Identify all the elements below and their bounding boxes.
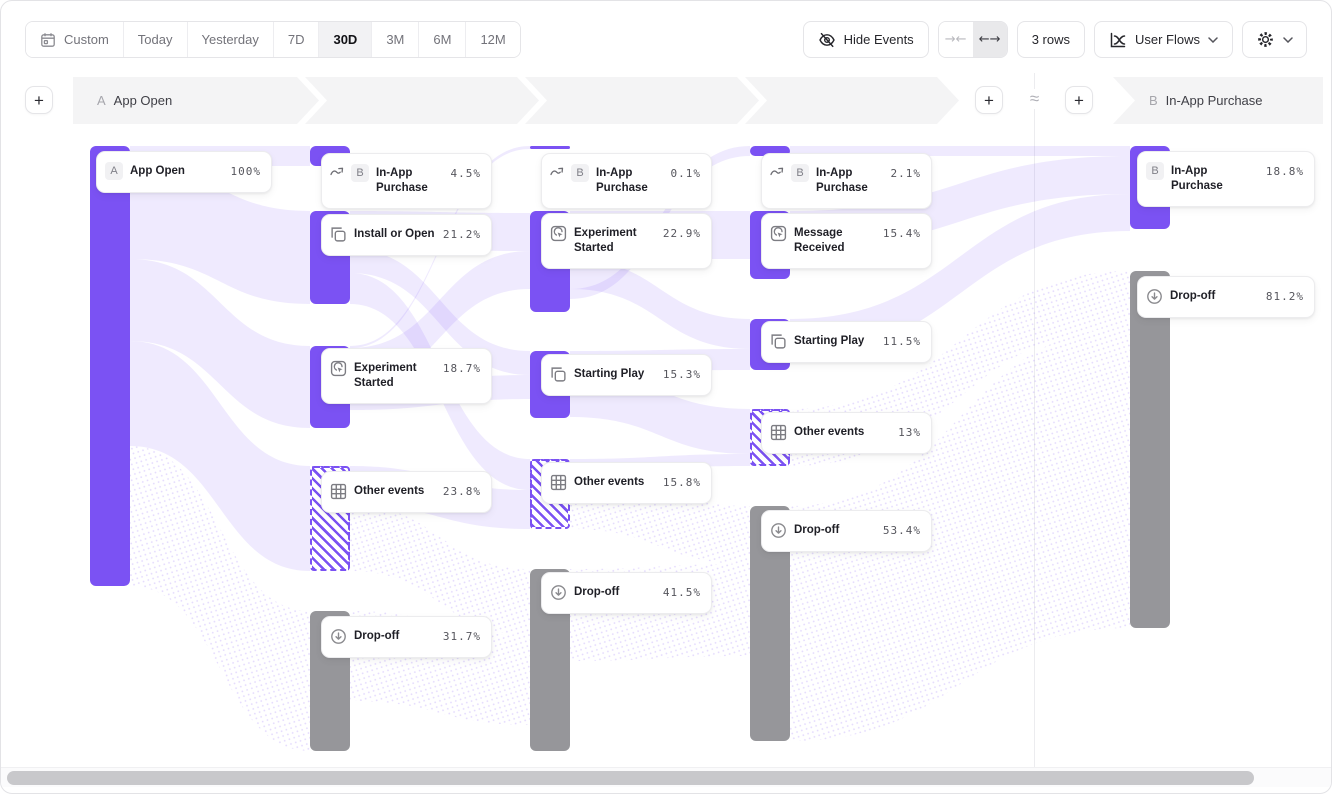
flow-column-band-3	[525, 77, 759, 124]
date-range-label: 30D	[333, 32, 358, 47]
date-range-label: Custom	[64, 32, 109, 47]
eye-off-icon	[818, 31, 836, 49]
flow-column-band-2	[305, 77, 539, 124]
date-range-label: 7D	[287, 32, 305, 47]
end-event-prefix: B	[1149, 93, 1158, 108]
rows-button[interactable]: 3 rows	[1016, 21, 1085, 58]
add-middle-column-button[interactable]: +	[975, 86, 1003, 114]
date-range-12m[interactable]: 12M	[466, 22, 520, 57]
chevron-down-icon	[1283, 36, 1293, 43]
date-range-30d[interactable]: 30D	[319, 22, 373, 57]
add-start-event-button[interactable]: +	[25, 86, 53, 114]
add-end-column-button[interactable]: +	[1065, 86, 1093, 114]
flow-column-band-end[interactable]: B In-App Purchase	[1113, 77, 1323, 124]
rows-label: 3 rows	[1031, 32, 1070, 47]
hide-events-label: Hide Events	[843, 32, 914, 47]
date-range-label: 3M	[386, 32, 405, 47]
chevron-down-icon	[1208, 36, 1218, 43]
date-range-label: Today	[137, 32, 173, 47]
date-range-label: 6M	[433, 32, 452, 47]
horizontal-scrollbar-track[interactable]	[1, 767, 1331, 787]
gear-icon	[1256, 30, 1275, 49]
date-range-3m[interactable]: 3M	[372, 22, 420, 57]
view-selector-button[interactable]: User Flows	[1093, 21, 1233, 58]
date-range-yesterday[interactable]: Yesterday	[187, 22, 274, 57]
horizontal-scrollbar-thumb[interactable]	[7, 771, 1254, 785]
start-event-label: App Open	[113, 93, 173, 108]
flow-column-band-4	[745, 77, 959, 124]
date-range-selector: Custom Today Yesterday 7D 30D 3M 6M 12M	[25, 21, 521, 58]
hide-events-button[interactable]: Hide Events	[802, 21, 929, 58]
collapse-columns-button[interactable]: →←	[938, 22, 973, 57]
date-range-custom[interactable]: Custom	[26, 22, 124, 57]
date-range-6m[interactable]: 6M	[419, 22, 467, 57]
end-event-label: In-App Purchase	[1165, 93, 1263, 108]
approx-symbol: ≈	[1022, 89, 1047, 109]
column-width-toggle: →← ←→	[937, 21, 1008, 58]
toolbar: Custom Today Yesterday 7D 30D 3M 6M 12M Hide Ev…	[1, 1, 1331, 69]
toolbar-right-group: Hide Events →← ←→ 3 rows User Flows	[802, 21, 1307, 58]
date-range-today[interactable]: Today	[123, 22, 188, 57]
settings-button[interactable]	[1242, 21, 1307, 58]
date-range-label: 12M	[480, 32, 506, 47]
user-flows-icon	[1109, 31, 1127, 49]
date-range-7d[interactable]: 7D	[273, 22, 320, 57]
expand-columns-button[interactable]: ←→	[972, 22, 1007, 57]
flow-column-band-start[interactable]: A App Open	[73, 77, 319, 124]
calendar-icon	[40, 32, 56, 48]
date-range-label: Yesterday	[201, 32, 259, 47]
view-selector-label: User Flows	[1134, 32, 1200, 47]
start-event-prefix: A	[97, 93, 106, 108]
